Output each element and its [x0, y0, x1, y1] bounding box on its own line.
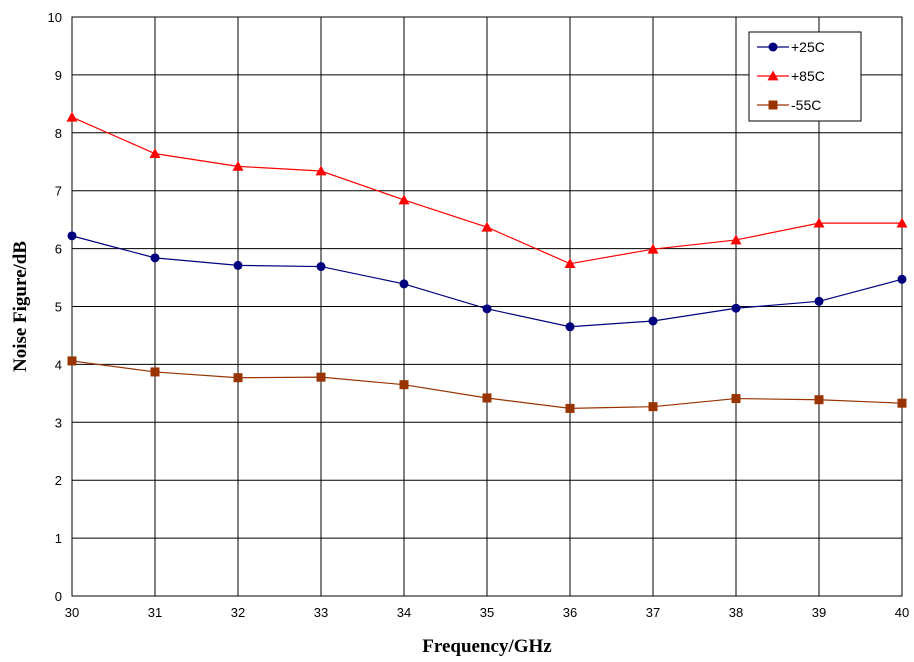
data-point [813, 217, 825, 228]
data-point [648, 402, 658, 412]
legend-label: +25C [791, 39, 825, 55]
data-point [565, 403, 575, 413]
data-point [897, 398, 907, 408]
y-tick-label: 3 [55, 415, 62, 430]
x-tick-label: 34 [397, 605, 411, 620]
data-point [896, 217, 908, 228]
data-point [730, 234, 742, 245]
data-point [814, 296, 824, 306]
legend-entry: -55C [757, 97, 821, 113]
y-tick-label: 10 [48, 10, 62, 25]
x-tick-label: 31 [148, 605, 162, 620]
y-tick-label: 6 [55, 242, 62, 257]
data-point [399, 279, 409, 289]
data-point [648, 316, 658, 326]
data-point [814, 395, 824, 405]
legend-entry: +85C [757, 68, 825, 84]
y-tick-label: 4 [55, 357, 62, 372]
legend-entry: +25C [757, 39, 825, 55]
x-tick-label: 40 [895, 605, 909, 620]
data-point [481, 221, 493, 232]
y-tick-label: 0 [55, 589, 62, 604]
data-point [67, 231, 77, 241]
data-point [315, 165, 327, 176]
data-point [66, 111, 78, 122]
legend: +25C +85C -55C [748, 31, 862, 122]
data-point [482, 304, 492, 314]
x-tick-label: 32 [231, 605, 245, 620]
data-point [316, 372, 326, 382]
y-tick-label: 2 [55, 473, 62, 488]
data-point [482, 393, 492, 403]
x-axis-title: Frequency/GHz [422, 636, 552, 657]
plot-area-frame [71, 16, 903, 597]
data-point [647, 243, 659, 254]
data-point [316, 262, 326, 272]
legend-label: -55C [791, 97, 821, 113]
x-tick-label: 38 [729, 605, 743, 620]
legend-label: +85C [791, 68, 825, 84]
data-point [398, 194, 410, 205]
data-point [232, 160, 244, 171]
data-point [67, 356, 77, 366]
x-tick-label: 35 [480, 605, 494, 620]
y-axis-title: Noise Figure/dB [10, 241, 31, 372]
y-tick-label: 9 [55, 68, 62, 83]
y-tick-label: 5 [55, 300, 62, 315]
x-tick-label: 33 [314, 605, 328, 620]
data-point [897, 274, 907, 284]
y-tick-label: 8 [55, 126, 62, 141]
y-tick-label: 1 [55, 531, 62, 546]
legend-marker [767, 70, 779, 81]
x-tick-label: 30 [65, 605, 79, 620]
data-point [149, 148, 161, 159]
legend-marker [768, 42, 778, 52]
data-point [731, 394, 741, 404]
data-point [233, 260, 243, 270]
data-point [564, 258, 576, 269]
series-1 [67, 231, 907, 332]
x-tick-label: 37 [646, 605, 660, 620]
y-tick-label: 7 [55, 184, 62, 199]
data-point [565, 322, 575, 332]
data-series [66, 111, 908, 413]
data-point [399, 380, 409, 390]
data-point [731, 303, 741, 313]
data-point [150, 253, 160, 263]
x-tick-label: 36 [563, 605, 577, 620]
x-tick-label: 39 [812, 605, 826, 620]
data-point [150, 367, 160, 377]
series-3 [67, 356, 907, 413]
legend-marker [768, 100, 778, 110]
data-point [233, 373, 243, 383]
series-2 [66, 111, 908, 269]
